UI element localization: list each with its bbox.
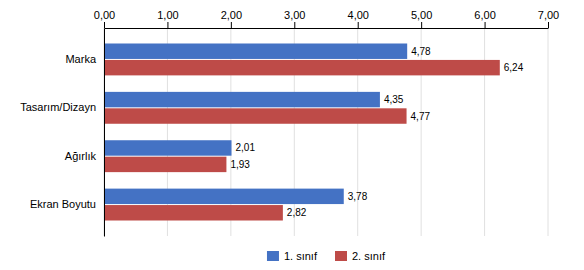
x-tick-mark	[421, 22, 422, 28]
chart-svg: 0,00 1,00 2,00 3,00 4,00 5,00 6,00 7,00 Marka Tas…	[0, 0, 584, 270]
data-label: 1,93	[230, 159, 250, 170]
grid	[104, 28, 548, 236]
x-tick: 1,00	[157, 9, 178, 28]
x-tick-mark	[358, 22, 359, 28]
data-labels: 3,78 2,01 4,35 4,78 2,82 1,93 4,77 6,24	[230, 46, 523, 219]
y-tick: Ekran Boyutu	[30, 198, 96, 210]
y-tick-label: Marka	[65, 53, 96, 65]
grid-line	[294, 28, 295, 236]
data-label: 2,82	[287, 207, 307, 218]
y-tick: Tasarım/Dizayn	[20, 101, 96, 113]
x-tick-mark	[231, 22, 232, 28]
grid-line	[421, 28, 422, 236]
y-tick-label: Ekran Boyutu	[30, 198, 96, 210]
grid-line	[484, 28, 485, 236]
x-tick-label: 0,00	[94, 9, 115, 21]
x-tick: 7,00	[538, 9, 559, 28]
data-label: 2,01	[235, 142, 255, 153]
x-tick: 5,00	[411, 9, 432, 28]
bars	[104, 43, 500, 220]
y-tick-label: Ağırlık	[65, 150, 97, 162]
x-tick-mark	[294, 22, 295, 28]
x-tick-label: 7,00	[538, 9, 559, 21]
grid-line	[167, 28, 168, 236]
bar	[104, 157, 226, 172]
bar	[104, 60, 500, 75]
legend-swatch	[335, 251, 347, 261]
legend-swatch	[267, 251, 279, 261]
x-tick: 3,00	[284, 9, 305, 28]
x-tick: 2,00	[221, 9, 242, 28]
x-axis: 0,00 1,00 2,00 3,00 4,00 5,00 6,00 7,00	[94, 9, 559, 29]
x-tick-label: 2,00	[221, 9, 242, 21]
data-label: 4,77	[411, 111, 431, 122]
data-label: 4,35	[384, 94, 404, 105]
y-tick: Ağırlık	[65, 150, 97, 162]
x-tick: 6,00	[474, 9, 495, 28]
legend-item: 2. sınıf	[335, 250, 386, 262]
grid-line	[104, 28, 105, 236]
y-axis: Marka Tasarım/Dizayn Ağırlık Ekran Boyutu	[20, 29, 104, 237]
data-label: 6,24	[504, 62, 524, 73]
x-tick-label: 3,00	[284, 9, 305, 21]
bar	[104, 205, 283, 220]
x-tick-label: 1,00	[157, 9, 178, 21]
bar	[104, 43, 407, 58]
grid-line	[230, 28, 231, 236]
grid-line	[357, 28, 358, 236]
x-tick-mark	[548, 22, 549, 28]
x-tick: 4,00	[348, 9, 369, 28]
x-tick-label: 5,00	[411, 9, 432, 21]
x-tick-label: 6,00	[474, 9, 495, 21]
legend: 1. sınıf 2. sınıf	[267, 250, 386, 262]
y-axis-line	[104, 29, 105, 237]
legend-label: 2. sınıf	[352, 250, 386, 262]
data-label: 3,78	[348, 191, 368, 202]
x-tick-mark	[167, 22, 168, 28]
y-tick: Marka	[65, 53, 96, 65]
x-tick-mark	[104, 22, 105, 28]
bar	[104, 140, 231, 155]
x-tick-mark	[485, 22, 486, 28]
bar	[104, 108, 407, 123]
bar	[104, 92, 380, 107]
plot: 0,00 1,00 2,00 3,00 4,00 5,00 6,00 7,00 Marka Tas…	[20, 9, 559, 237]
grid-line	[548, 28, 549, 236]
chart-container: 0,00 1,00 2,00 3,00 4,00 5,00 6,00 7,00 Marka Tas…	[0, 0, 584, 270]
legend-item: 1. sınıf	[267, 250, 318, 262]
legend-label: 1. sınıf	[284, 250, 318, 262]
data-label: 4,78	[411, 46, 431, 57]
x-axis-line	[105, 28, 549, 29]
bar	[104, 189, 344, 204]
x-tick: 0,00	[94, 9, 115, 28]
y-tick-label: Tasarım/Dizayn	[20, 101, 96, 113]
x-tick-label: 4,00	[348, 9, 369, 21]
